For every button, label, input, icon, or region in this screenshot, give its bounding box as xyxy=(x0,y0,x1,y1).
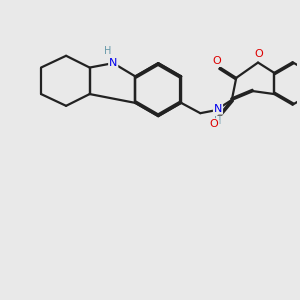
Text: N: N xyxy=(214,104,222,114)
Text: H: H xyxy=(104,46,112,56)
Text: O: O xyxy=(254,49,263,59)
Text: O: O xyxy=(213,56,221,66)
Text: H: H xyxy=(214,116,222,126)
Text: N: N xyxy=(109,58,117,68)
Text: O: O xyxy=(210,119,218,129)
